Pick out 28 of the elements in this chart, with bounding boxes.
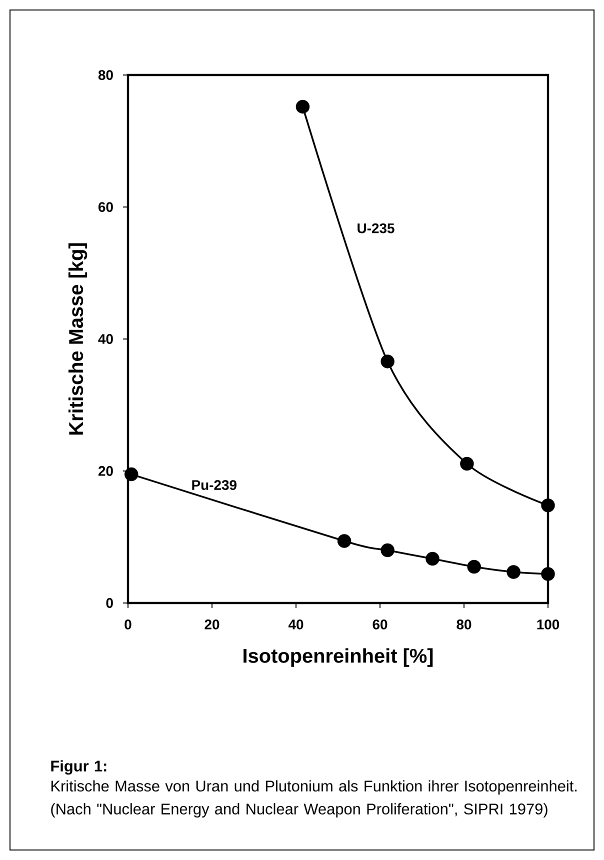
series-label: U-235: [358, 223, 394, 234]
point: [541, 498, 555, 512]
y-tick-label: 20: [98, 466, 113, 476]
point: [337, 534, 352, 548]
y-axis-title: Kritische Masse [kg]: [68, 243, 88, 435]
y-tick-label: 80: [98, 70, 113, 80]
y-tick-label: 60: [98, 202, 113, 212]
x-tick-label: 20: [204, 620, 220, 630]
x-axis-title: Isotopenreinheit [%]: [244, 648, 433, 667]
point: [380, 354, 394, 368]
text: Figur 1:: [51, 760, 106, 775]
point: [296, 100, 310, 114]
x-tick-label: 0: [124, 620, 132, 630]
point: [506, 565, 520, 579]
x-tick-label: 40: [288, 620, 304, 630]
x-tick-label: 60: [372, 620, 388, 630]
point: [426, 552, 440, 566]
point: [460, 456, 474, 471]
text: Kritische Masse von Uran und Plutonium als Funktion ihrer Isotopenreinheit. (Nach "Nuclear Energy and Nuclear Weapon Proliferation", SIPRI 1979): [51, 780, 577, 818]
x-tick-label: 100: [537, 620, 560, 630]
series-label: Pu-239: [192, 480, 236, 490]
point: [467, 560, 481, 574]
point: [124, 467, 138, 482]
point: [541, 567, 555, 581]
y-tick-label: 0: [106, 598, 113, 608]
point: [380, 543, 394, 558]
x-tick-label: 80: [456, 620, 472, 630]
y-tick-label: 40: [98, 334, 113, 344]
